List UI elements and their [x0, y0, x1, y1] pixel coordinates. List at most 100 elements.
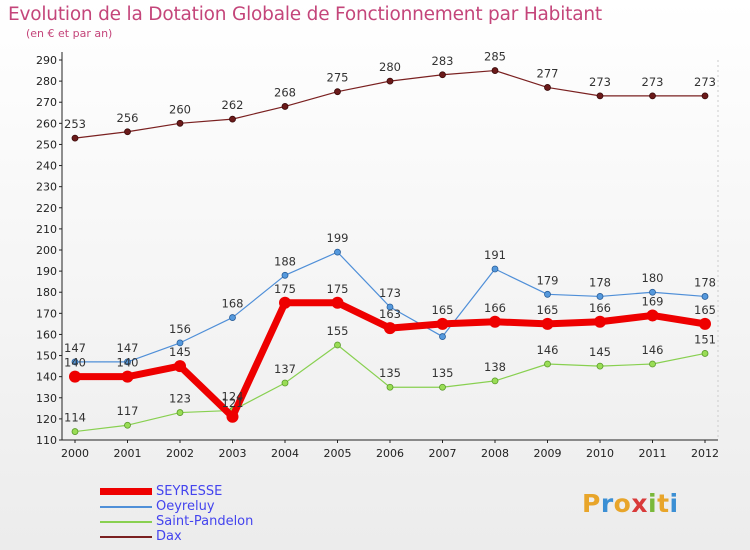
data-label-saint-pandelon: 145: [589, 345, 611, 359]
y-tick-label: 130: [36, 392, 57, 405]
data-point-saint-pandelon: [386, 383, 394, 391]
data-label-oeyreluy: 179: [537, 273, 559, 287]
chart-title: Evolution de la Dotation Globale de Fonc…: [8, 4, 602, 25]
data-label-dax: 268: [274, 85, 296, 99]
chart-subtitle: (en € et par an): [26, 27, 113, 40]
data-point-oeyreluy: [124, 358, 131, 366]
data-label-seyresse: 165: [537, 303, 559, 317]
data-label-oeyreluy: 178: [694, 275, 716, 289]
data-point-dax: [229, 115, 236, 123]
data-point-oeyreluy: [71, 358, 79, 366]
data-point-saint-pandelon: [281, 379, 289, 387]
data-label-dax: 283: [432, 54, 454, 68]
y-tick-label: 120: [36, 413, 57, 426]
y-tick-label: 280: [36, 75, 57, 88]
y-tick-label: 180: [36, 286, 57, 299]
data-label-seyresse: 165: [694, 303, 716, 317]
proxiti-logo: Proxiti: [582, 489, 679, 518]
data-label-dax: 277: [537, 66, 559, 80]
y-tick-label: 190: [36, 265, 57, 278]
legend-label-saint-pandelon: Saint-Pandelon: [156, 514, 254, 529]
x-tick-label: 2008: [481, 447, 509, 460]
legend-swatch-seyresse: [100, 488, 152, 495]
logo-letter: i: [669, 489, 679, 518]
x-tick-label: 2004: [271, 447, 299, 460]
legend-item-saint-pandelon: Saint-Pandelon: [100, 514, 253, 529]
data-label-saint-pandelon: 135: [432, 366, 454, 380]
y-tick-label: 290: [36, 54, 57, 67]
data-label-dax: 280: [379, 60, 401, 74]
data-point-seyresse: [226, 410, 239, 423]
x-tick-label: 2011: [639, 447, 667, 460]
logo-letter: t: [657, 489, 670, 518]
data-point-seyresse: [174, 360, 186, 373]
data-point-dax: [386, 77, 394, 85]
data-label-saint-pandelon: 151: [694, 332, 716, 346]
data-label-oeyreluy: 168: [222, 297, 244, 311]
data-label-seyresse: 163: [379, 307, 401, 321]
y-tick-label: 240: [36, 160, 57, 173]
y-tick-label: 140: [36, 371, 57, 384]
data-point-oeyreluy: [491, 265, 499, 273]
data-label-seyresse: 175: [327, 282, 349, 296]
data-point-seyresse: [279, 296, 291, 309]
data-point-seyresse: [121, 370, 134, 383]
data-label-saint-pandelon: 135: [379, 366, 401, 380]
data-label-seyresse: 166: [484, 301, 506, 315]
data-point-seyresse: [699, 317, 711, 330]
data-label-saint-pandelon: 137: [274, 362, 296, 376]
data-label-dax: 285: [484, 50, 506, 64]
data-point-saint-pandelon: [334, 341, 341, 349]
logo-letter: x: [631, 489, 648, 518]
data-label-seyresse: 140: [64, 356, 86, 370]
legend-swatch-saint-pandelon: [100, 520, 152, 523]
legend-label-dax: Dax: [156, 529, 182, 544]
x-tick-label: 2010: [586, 447, 614, 460]
legend-swatch-oeyreluy: [100, 505, 152, 508]
data-point-dax: [176, 119, 184, 127]
data-point-saint-pandelon: [649, 360, 656, 368]
data-label-oeyreluy: 191: [484, 248, 506, 262]
data-point-saint-pandelon: [124, 421, 131, 429]
data-point-saint-pandelon: [176, 409, 184, 416]
data-point-dax: [491, 67, 499, 74]
data-label-seyresse: 166: [589, 301, 611, 315]
data-point-dax: [544, 84, 551, 91]
data-point-seyresse: [331, 296, 344, 309]
data-point-oeyreluy: [439, 333, 446, 340]
data-point-seyresse: [646, 309, 659, 322]
x-tick-label: 2005: [324, 447, 352, 460]
data-label-seyresse: 165: [432, 303, 454, 317]
data-point-saint-pandelon: [439, 383, 446, 391]
data-label-saint-pandelon: 123: [169, 392, 191, 406]
data-point-oeyreluy: [281, 271, 289, 279]
data-label-dax: 253: [64, 117, 86, 131]
x-tick-label: 2009: [534, 447, 562, 460]
data-point-oeyreluy: [596, 293, 604, 300]
data-point-dax: [649, 92, 656, 100]
x-tick-label: 2007: [429, 447, 457, 460]
data-point-oeyreluy: [649, 288, 656, 296]
data-point-oeyreluy: [334, 248, 341, 256]
data-label-seyresse: 140: [117, 356, 139, 370]
data-label-oeyreluy: 188: [274, 254, 296, 268]
data-label-saint-pandelon: 146: [642, 343, 664, 357]
data-label-saint-pandelon: 114: [64, 411, 86, 425]
legend: SEYRESSE Oeyreluy Saint-Pandelon Dax: [100, 484, 253, 544]
y-tick-label: 230: [36, 181, 57, 194]
data-point-oeyreluy: [176, 339, 184, 347]
data-label-seyresse: 145: [169, 345, 191, 359]
data-label-saint-pandelon: 117: [117, 404, 139, 418]
data-label-oeyreluy: 147: [64, 341, 86, 355]
y-tick-label: 220: [36, 202, 57, 215]
logo-letter: o: [613, 489, 632, 518]
data-point-seyresse: [594, 315, 606, 328]
data-label-oeyreluy: 156: [169, 322, 191, 336]
data-point-seyresse: [489, 315, 501, 328]
y-tick-label: 200: [36, 244, 57, 257]
data-label-saint-pandelon: 146: [537, 343, 559, 357]
legend-label-seyresse: SEYRESSE: [156, 484, 223, 499]
data-label-dax: 273: [694, 75, 716, 89]
